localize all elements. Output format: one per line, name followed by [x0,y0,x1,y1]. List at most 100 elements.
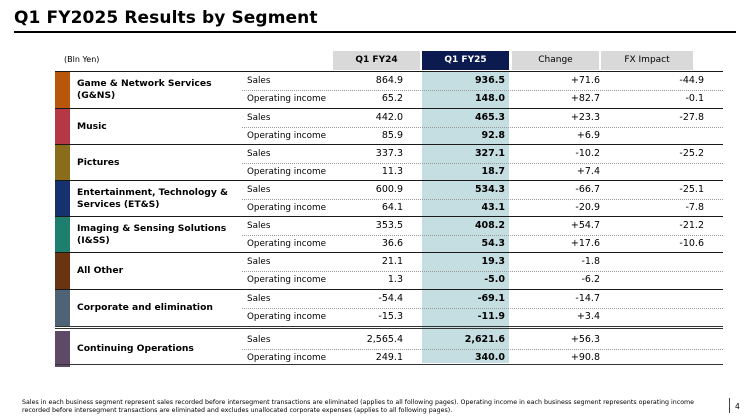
segment-color-bar [55,290,70,326]
segment-divider [55,180,723,181]
segment-row: Pictures Sales 337.3 327.1 -10.2 -25.2 Operati… [55,144,723,181]
change-value: +23.3 [570,112,600,123]
change-value: +56.3 [570,334,600,345]
q1-fy24-value: 85.9 [381,130,403,141]
header-fx-impact: FX Impact [601,51,693,70]
metric-label: Operating income [247,94,326,104]
q1-fy24-value: 36.6 [381,238,403,249]
sales-line: Sales 337.3 327.1 -10.2 -25.2 [55,145,723,163]
metric-label: Sales [247,335,271,345]
segment-name: Entertainment, Technology & Services (ET… [77,187,229,210]
q1-fy24-value: 11.3 [381,166,403,177]
change-value: +3.4 [576,311,600,322]
sales-line: Sales 864.9 936.5 +71.6 -44.9 [55,72,723,90]
q1-fy25-value: 18.7 [481,166,505,177]
q1-fy24-value: 442.0 [375,112,403,123]
segment-divider [55,108,723,109]
change-value: +54.7 [570,220,600,231]
q1-fy25-value: 340.0 [474,352,505,363]
metric-label: Operating income [247,275,326,285]
segment-divider [55,71,723,72]
segment-divider [55,252,723,253]
change-value: -10.2 [575,148,600,159]
segment-row: Music Sales 442.0 465.3 +23.3 -27.8 Operating … [55,108,723,145]
q1-fy25-value: 19.3 [481,256,505,267]
change-value: +17.6 [570,238,600,249]
segment-row: Imaging & Sensing Solutions (I&SS) Sales 3… [55,216,723,253]
segment-row: All Other Sales 21.1 19.3 -1.8 Operating inco… [55,252,723,289]
sales-line: Sales -54.4 -69.1 -14.7 [55,290,723,308]
line-divider [242,308,723,309]
operating-income-line: Operating income 85.9 92.8 +6.9 [55,127,723,145]
q1-fy24-value: 1.3 [387,274,403,285]
header-q1-fy24: Q1 FY24 [333,51,420,70]
q1-fy25-value: 408.2 [474,220,505,231]
header-q1-fy25: Q1 FY25 [422,51,509,70]
q1-fy25-value: 54.3 [481,238,505,249]
q1-fy24-value: 64.1 [381,202,403,213]
change-value: +71.6 [570,75,600,86]
q1-fy25-value: -5.0 [484,274,505,285]
q1-fy24-value: -54.4 [378,293,403,304]
line-divider [242,271,723,272]
fx-impact-value: -27.8 [679,112,704,123]
header-change: Change [512,51,599,70]
segment-color-bar [55,253,70,289]
q1-fy24-value: 249.1 [375,352,403,363]
segment-name: Game & Network Services (G&NS) [77,78,212,101]
sales-line: Sales 442.0 465.3 +23.3 -27.8 [55,109,723,127]
fx-impact-value: -25.1 [679,184,704,195]
segment-divider [55,216,723,217]
metric-label: Sales [247,76,271,86]
operating-income-line: Operating income 36.6 54.3 +17.6 -10.6 [55,235,723,253]
metric-label: Sales [247,221,271,231]
q1-fy25-value: 465.3 [474,112,505,123]
operating-income-line: Operating income 65.2 148.0 +82.7 -0.1 [55,90,723,108]
q1-fy25-value: 92.8 [481,130,505,141]
segment-row: Corporate and elimination Sales -54.4 -69.1… [55,289,723,326]
operating-income-line: Operating income 1.3 -5.0 -6.2 [55,271,723,289]
segment-color-bar [55,109,70,145]
segment-color-bar [55,181,70,217]
operating-income-line: Operating income 11.3 18.7 +7.4 [55,163,723,181]
segment-name: Continuing Operations [77,343,194,355]
total-separator [55,326,723,329]
page-title: Q1 FY2025 Results by Segment [14,8,318,28]
footnote: Sales in each business segment represent… [22,399,695,415]
metric-label: Operating income [247,203,326,213]
q1-fy25-value: 148.0 [474,93,505,104]
metric-label: Sales [247,257,271,267]
sales-line: Sales 600.9 534.3 -66.7 -25.1 [55,181,723,199]
q1-fy24-value: 2,565.4 [366,334,403,345]
q1-fy25-column-highlight [422,72,509,363]
fx-impact-value: -25.2 [679,148,704,159]
q1-fy24-value: 21.1 [381,256,403,267]
q1-fy24-value: 337.3 [375,148,403,159]
segment-divider [55,289,723,290]
metric-label: Operating income [247,353,326,363]
segment-name: Pictures [77,157,120,169]
q1-fy24-value: 353.5 [375,220,403,231]
total-row: Continuing Operations Sales 2,565.4 2,621.6… [55,331,723,367]
fx-impact-value: -44.9 [679,75,704,86]
line-divider [242,90,723,91]
line-divider [242,349,723,350]
title-underline [14,31,736,33]
segment-color-bar [55,331,70,367]
segment-name: Imaging & Sensing Solutions (I&SS) [77,223,227,246]
operating-income-line: Operating income -15.3 -11.9 +3.4 [55,308,723,326]
page-number-bar [729,398,730,413]
q1-fy25-value: 2,621.6 [464,334,505,345]
q1-fy25-value: 936.5 [474,75,505,86]
fx-impact-value: -0.1 [685,93,704,104]
unit-label: (Bln Yen) [64,55,100,64]
change-value: -20.9 [575,202,600,213]
table-end-rule [55,364,723,365]
metric-label: Operating income [247,131,326,141]
q1-fy25-value: 43.1 [481,202,505,213]
q1-fy25-value: 327.1 [474,148,505,159]
line-divider [242,127,723,128]
q1-fy24-value: 600.9 [375,184,403,195]
metric-label: Operating income [247,312,326,322]
change-value: +7.4 [576,166,600,177]
